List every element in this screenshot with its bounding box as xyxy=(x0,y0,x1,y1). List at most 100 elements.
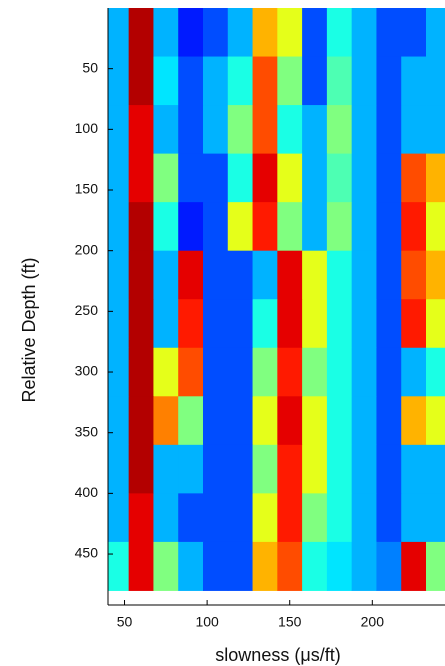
heatmap-cell xyxy=(351,202,377,252)
heatmap-cell xyxy=(153,202,179,252)
heatmap-cell xyxy=(277,444,303,494)
heatmap-cell xyxy=(302,202,328,252)
heatmap-cell xyxy=(376,8,402,58)
heatmap-cell xyxy=(153,541,179,591)
heatmap-cell xyxy=(252,396,278,446)
heatmap-cell xyxy=(128,250,154,300)
heatmap-cell xyxy=(128,105,154,155)
heatmap-cell xyxy=(202,347,229,397)
heatmap-cell xyxy=(108,56,130,106)
heatmap-cell xyxy=(202,493,229,543)
heatmap-cell xyxy=(227,105,254,155)
heatmap-cell xyxy=(108,541,130,591)
heatmap-cell xyxy=(108,444,130,494)
heatmap-cell xyxy=(108,202,130,252)
heatmap-cell xyxy=(326,493,353,543)
heatmap-cell xyxy=(153,8,179,58)
heatmap-cell xyxy=(401,396,427,446)
heatmap-cell xyxy=(227,347,254,397)
heatmap-cell xyxy=(128,444,154,494)
heatmap-cell xyxy=(401,56,427,106)
heatmap-cell xyxy=(351,56,377,106)
heatmap-cell xyxy=(376,153,402,203)
heatmap-cell xyxy=(227,396,254,446)
heatmap-cell xyxy=(178,56,204,106)
heatmap-cell xyxy=(401,541,427,591)
heatmap-cell xyxy=(202,153,229,203)
heatmap-cell xyxy=(252,8,278,58)
heatmap-cell xyxy=(153,396,179,446)
heatmap-cell xyxy=(426,493,445,543)
heatmap-cell xyxy=(426,299,445,349)
heatmap-cell xyxy=(227,444,254,494)
y-tick-label: 400 xyxy=(75,484,99,500)
heatmap-cell xyxy=(128,347,154,397)
heatmap-cell xyxy=(178,105,204,155)
heatmap-cell xyxy=(401,493,427,543)
heatmap-cell xyxy=(128,396,154,446)
heatmap-cell xyxy=(426,56,445,106)
y-tick-label: 350 xyxy=(75,423,99,439)
heatmap-cell xyxy=(227,56,254,106)
heatmap-cell xyxy=(426,444,445,494)
heatmap-cell xyxy=(108,396,130,446)
heatmap-cell xyxy=(326,299,353,349)
heatmap-cell xyxy=(351,396,377,446)
heatmap-cell xyxy=(401,202,427,252)
heatmap-cell xyxy=(227,202,254,252)
y-tick-label: 450 xyxy=(75,545,99,561)
y-tick-label: 300 xyxy=(75,363,99,379)
heatmap-cell xyxy=(302,347,328,397)
heatmap-cell xyxy=(426,541,445,591)
heatmap-cell xyxy=(153,105,179,155)
heatmap-cell xyxy=(277,202,303,252)
heatmap-cell xyxy=(326,250,353,300)
heatmap-cell xyxy=(128,56,154,106)
heatmap-cell xyxy=(128,202,154,252)
heatmap-cell xyxy=(326,444,353,494)
heatmap-cell xyxy=(227,299,254,349)
heatmap-cell xyxy=(302,105,328,155)
heatmap-cell xyxy=(302,396,328,446)
heatmap-cell xyxy=(426,105,445,155)
y-tick-label: 150 xyxy=(75,181,99,197)
heatmap-cell xyxy=(202,444,229,494)
heatmap-cell xyxy=(128,541,154,591)
heatmap-cell xyxy=(277,105,303,155)
heatmap-cell xyxy=(351,105,377,155)
heatmap-cell xyxy=(202,202,229,252)
heatmap-cell xyxy=(302,444,328,494)
heatmap-cell xyxy=(202,299,229,349)
heatmap-cell xyxy=(302,299,328,349)
heatmap-cell xyxy=(178,250,204,300)
heatmap-cell xyxy=(326,541,353,591)
heatmap-cell xyxy=(178,444,204,494)
heatmap-cell xyxy=(153,56,179,106)
heatmap-cell xyxy=(252,299,278,349)
heatmap-cell xyxy=(376,347,402,397)
heatmap-cell xyxy=(277,56,303,106)
heatmap-cell xyxy=(376,541,402,591)
heatmap-cell xyxy=(178,8,204,58)
heatmap-cell xyxy=(302,56,328,106)
y-tick-label: 200 xyxy=(75,241,99,257)
heatmap-cell xyxy=(252,347,278,397)
heatmap-cell xyxy=(401,8,427,58)
heatmap-cell xyxy=(178,202,204,252)
heatmap-cell xyxy=(178,493,204,543)
heatmap-cell xyxy=(252,202,278,252)
heatmap-cell xyxy=(128,299,154,349)
heatmap-cell xyxy=(326,105,353,155)
heatmap-cell xyxy=(128,8,154,58)
heatmap-cell xyxy=(252,250,278,300)
heatmap-cell xyxy=(302,153,328,203)
heatmap-cell xyxy=(108,299,130,349)
heatmap-cell xyxy=(108,105,130,155)
heatmap-cell xyxy=(426,250,445,300)
heatmap-cell xyxy=(401,153,427,203)
heatmap-cell xyxy=(202,8,229,58)
heatmap-cell xyxy=(302,493,328,543)
heatmap-cell xyxy=(426,8,445,58)
heatmap-cell xyxy=(326,153,353,203)
heatmap-cell xyxy=(326,347,353,397)
